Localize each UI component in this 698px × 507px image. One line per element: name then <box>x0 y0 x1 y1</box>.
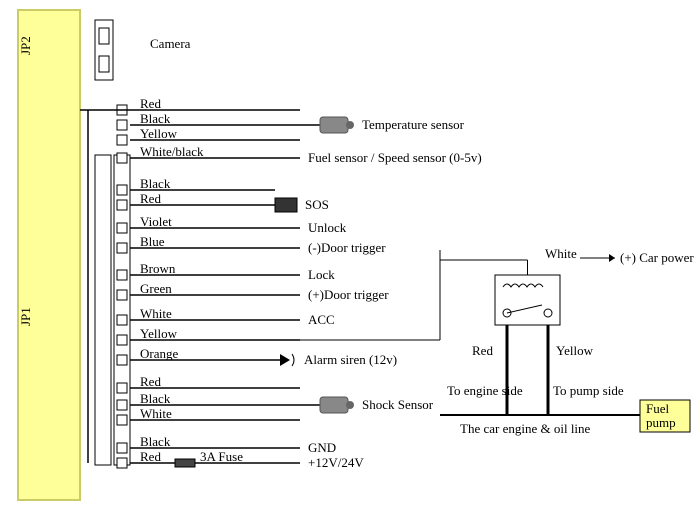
pump-side-label: To pump side <box>553 383 624 398</box>
pin <box>117 290 127 300</box>
pin <box>117 415 127 425</box>
wire-color: Yellow <box>140 126 178 141</box>
pin <box>117 335 127 345</box>
wire-color: Red <box>140 96 161 111</box>
wire-color: Red <box>140 374 161 389</box>
wire-color: Black <box>140 434 171 449</box>
fuse-label: 3A Fuse <box>200 449 243 464</box>
pin <box>117 135 127 145</box>
wire-color: Red <box>140 449 161 464</box>
wire-signal: Fuel sensor / Speed sensor (0-5v) <box>308 150 482 165</box>
jp2-label: JP2 <box>18 36 33 55</box>
wire-color: Red <box>140 191 161 206</box>
pin <box>117 383 127 393</box>
wire-signal: (-)Door trigger <box>308 240 386 255</box>
wire-color: White <box>140 406 172 421</box>
wire-signal: Unlock <box>308 220 347 235</box>
wire-color: Blue <box>140 234 165 249</box>
car-power-label: (+) Car power <box>620 250 694 265</box>
svg-text:Fuel: Fuel <box>646 401 670 416</box>
pin <box>117 243 127 253</box>
pin <box>117 315 127 325</box>
pin <box>117 200 127 210</box>
relay-white-label: White <box>545 246 577 261</box>
relay-yellow-label: Yellow <box>556 343 594 358</box>
connector-block <box>18 10 80 500</box>
pin <box>117 223 127 233</box>
wire-color: Brown <box>140 261 176 276</box>
wire-color: Green <box>140 281 172 296</box>
wire-color: Black <box>140 391 171 406</box>
oil-line-label: The car engine & oil line <box>460 421 591 436</box>
sensor-icon <box>320 397 348 413</box>
sos-button-icon <box>275 198 297 212</box>
wire-signal: Shock Sensor <box>362 397 434 412</box>
wire-color: Yellow <box>140 326 178 341</box>
relay-box <box>495 275 560 325</box>
sensor-icon <box>320 117 348 133</box>
pin <box>117 355 127 365</box>
engine-side-label: To engine side <box>447 383 523 398</box>
fuel-pump-label: pump <box>646 415 676 430</box>
camera-label: Camera <box>150 36 191 51</box>
wire-color: Orange <box>140 346 178 361</box>
pin <box>117 443 127 453</box>
pin <box>117 400 127 410</box>
jp1-label: JP1 <box>18 307 33 326</box>
wire-signal: SOS <box>305 197 329 212</box>
pin <box>117 153 127 163</box>
wire-color: White <box>140 306 172 321</box>
pin <box>117 120 127 130</box>
wire-color: Black <box>140 111 171 126</box>
wire-signal: Alarm siren (12v) <box>304 352 397 367</box>
pin <box>117 270 127 280</box>
fuse-icon <box>175 459 195 467</box>
wire-signal: +12V/24V <box>308 455 364 470</box>
relay-red-label: Red <box>472 343 493 358</box>
wire-color: White/black <box>140 144 204 159</box>
pin <box>117 185 127 195</box>
wire-color: Violet <box>140 214 172 229</box>
wire-signal: ACC <box>308 312 335 327</box>
wire-signal: (+)Door trigger <box>308 287 389 302</box>
wire-color: Black <box>140 176 171 191</box>
wire-signal: Lock <box>308 267 335 282</box>
wire-signal: GND <box>308 440 336 455</box>
jp1-connector-a <box>95 155 111 465</box>
pin <box>117 458 127 468</box>
wire-signal: Temperature sensor <box>362 117 465 132</box>
